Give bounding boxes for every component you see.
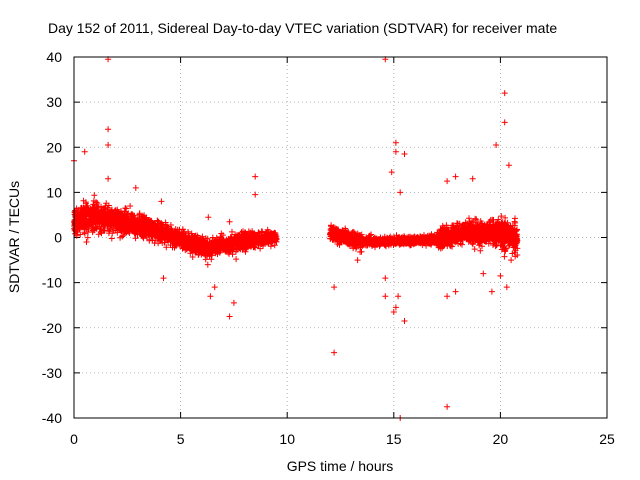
plot-frame [73, 56, 608, 419]
x-tick-label: 10 [279, 431, 295, 447]
y-tick-labels: 40 30 20 10 0 -10 -20 -30 -40 [42, 49, 62, 426]
x-tick-label: 20 [493, 431, 509, 447]
y-tick-label: 40 [46, 49, 62, 65]
y-tick-label: -30 [42, 365, 62, 381]
y-axis-label: SDTVAR / TECUs [6, 181, 22, 293]
data-point-marks [71, 56, 521, 421]
y-tick-label: 10 [46, 184, 62, 200]
chart-title: Day 152 of 2011, Sidereal Day-to-day VTE… [48, 20, 557, 36]
data-points [71, 56, 521, 421]
y-tick-label: -20 [42, 320, 62, 336]
x-tick-label: 25 [599, 431, 615, 447]
x-axis-label: GPS time / hours [287, 458, 394, 474]
x-tick-label: 0 [70, 431, 78, 447]
x-tick-label: 15 [386, 431, 402, 447]
x-tick-label: 5 [177, 431, 185, 447]
y-tick-label: 30 [46, 94, 62, 110]
y-tick-label: 0 [54, 230, 62, 246]
y-tick-label: -10 [42, 275, 62, 291]
y-tick-label: -40 [42, 410, 62, 426]
x-tick-labels: 0 5 10 15 20 25 [70, 431, 615, 447]
y-tick-label: 20 [46, 139, 62, 155]
